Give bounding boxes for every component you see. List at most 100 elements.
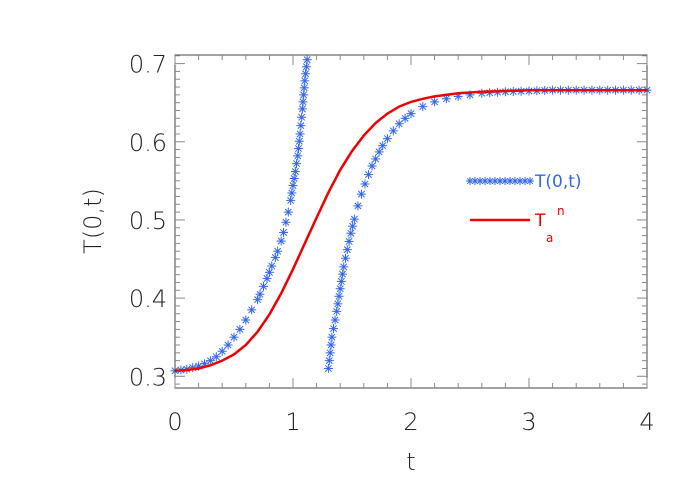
asterisk-marker [276,236,286,246]
asterisk-marker [388,126,398,136]
asterisk-marker [333,299,343,309]
asterisk-marker [294,136,304,146]
asterisk-marker [526,177,534,185]
asterisk-marker [255,289,265,299]
asterisk-marker [296,121,306,131]
asterisk-marker [217,346,227,356]
red-curve [174,88,647,373]
asterisk-marker [281,217,291,227]
asterisk-marker [299,90,309,100]
asterisk-marker [335,284,345,294]
asterisk-marker [326,340,336,350]
asterisk-marker [290,166,300,176]
asterisk-marker [353,201,363,211]
asterisk-marker [400,113,410,123]
asterisk-marker [356,189,366,199]
asterisk-marker [297,112,307,122]
asterisk-marker [298,97,308,107]
asterisk-marker [342,245,352,255]
x-axis-label: t [406,448,415,476]
asterisk-marker [289,174,299,184]
asterisk-marker [349,214,359,224]
asterisk-marker [476,177,484,185]
y-tick-label: 0.4 [129,285,167,313]
asterisk-marker [302,55,312,65]
asterisk-marker [294,144,304,154]
asterisk-marker [406,109,416,119]
y-tick-label: 0.3 [129,363,167,391]
asterisk-marker [283,207,293,217]
asterisk-marker [324,356,334,366]
asterisk-marker [270,252,280,262]
asterisk-marker [334,291,344,301]
asterisk-marker [367,161,377,171]
y-tick-label: 0.7 [129,51,167,79]
y-tick-label: 0.5 [129,207,167,235]
legend-label-tan: T [534,211,546,231]
y-tick-label: 0.6 [129,129,167,157]
plot-frame [174,54,648,389]
asterisk-marker [327,332,337,342]
asterisk-marker [374,147,384,157]
asterisk-marker [241,315,251,325]
asterisk-marker-icon [466,177,534,185]
asterisk-marker [301,69,311,79]
asterisk-marker [273,246,283,256]
asterisk-marker [516,177,524,185]
asterisk-marker [344,236,354,246]
asterisk-marker [418,102,428,112]
asterisk-marker [332,306,342,316]
x-tick-label: 4 [639,408,654,436]
x-tick-label: 2 [403,408,418,436]
asterisk-marker [235,324,245,334]
asterisk-marker [394,119,404,129]
asterisk-marker [430,97,440,107]
axis-ticks [174,55,648,388]
asterisk-marker [297,104,307,114]
asterisk-marker [301,62,311,72]
asterisk-marker [346,228,356,238]
asterisk-marker [259,281,268,291]
asterisk-marker [267,261,277,271]
legend: T(0,t) T a n [466,172,582,245]
asterisk-marker [477,88,487,98]
asterisk-marker [292,159,302,169]
asterisk-marker [262,274,272,284]
asterisk-marker [293,151,303,161]
asterisk-marker [323,363,333,373]
legend-label-tan-sub: a [546,231,553,245]
asterisk-marker [299,83,309,93]
y-axis-label: T(0,t) [79,188,107,254]
asterisk-marker [288,181,298,191]
asterisk-marker [229,332,239,342]
asterisk-marker [441,94,451,104]
asterisk-marker [348,221,358,231]
asterisk-marker [205,356,215,366]
legend-label-t0t: T(0,t) [534,172,582,192]
asterisk-marker [338,269,348,279]
x-tick-label: 0 [167,408,182,436]
legend-item-t0t: T(0,t) [466,172,582,192]
asterisk-marker [264,267,274,277]
x-tick-label: 3 [521,408,536,436]
asterisk-marker [341,253,351,263]
asterisk-marker [300,76,310,86]
legend-item-tan: T a n [470,204,565,245]
plot-series [170,55,652,376]
asterisk-marker [339,262,349,272]
asterisk-marker [382,134,392,144]
asterisk-marker [360,179,370,189]
asterisk-marker [364,170,374,180]
asterisk-marker [329,324,339,334]
asterisk-marker [286,195,296,205]
asterisk-marker [336,276,346,286]
asterisk-marker [211,352,221,362]
asterisk-marker [287,188,297,198]
asterisk-marker [325,348,335,358]
legend-label-tan-sup: n [557,204,565,218]
x-tick-label: 1 [285,408,300,436]
asterisk-marker [295,129,305,139]
asterisk-marker [279,227,289,237]
x-tick-labels: 0 1 2 3 4 [167,408,654,436]
